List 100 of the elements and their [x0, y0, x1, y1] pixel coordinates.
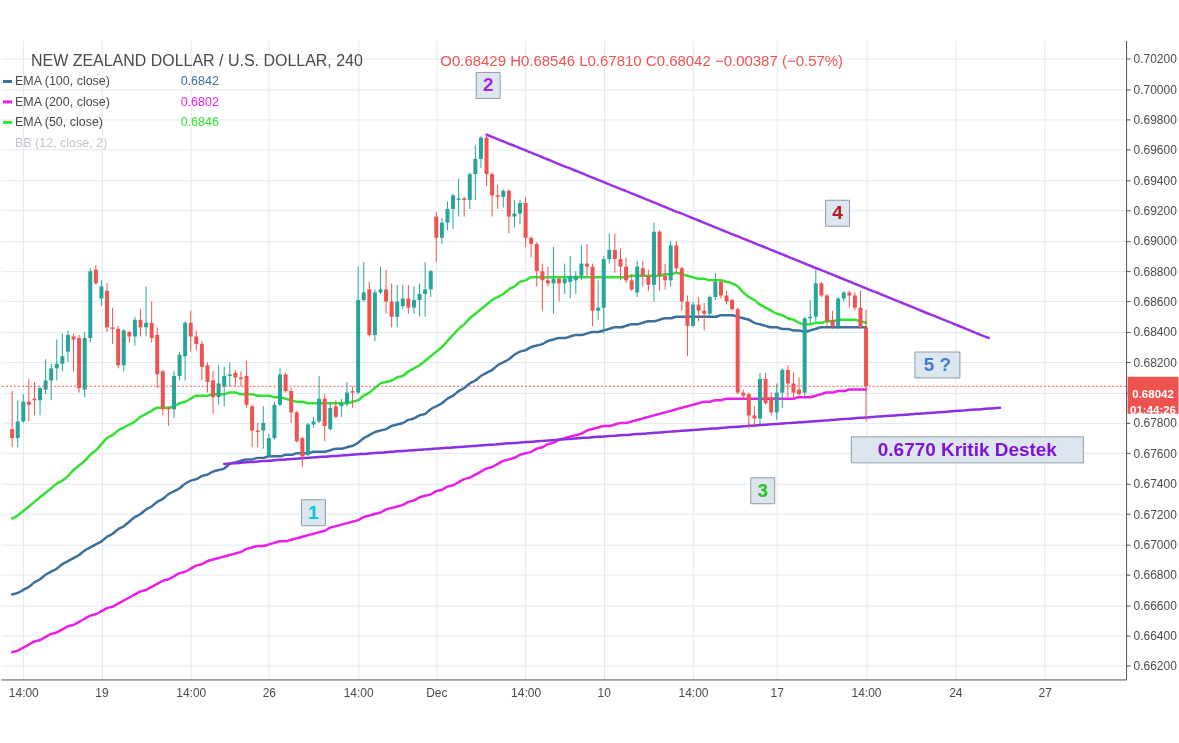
- candlestick: [378, 266, 383, 295]
- candlestick: [462, 196, 467, 218]
- candlestick: [512, 199, 517, 228]
- candlestick: [518, 199, 523, 225]
- ref-line-label: 0.68042 01:44:26: [1130, 388, 1177, 417]
- candlestick: [702, 302, 707, 331]
- candlestick: [545, 266, 550, 287]
- candlestick: [445, 200, 450, 231]
- candlestick: [674, 240, 679, 274]
- annotation: 1: [308, 501, 320, 523]
- candlestick: [529, 235, 534, 259]
- candlestick: [774, 383, 779, 421]
- y-tick-label: 0.68400: [1133, 325, 1178, 340]
- candlestick: [490, 172, 495, 218]
- candlestick: [478, 135, 483, 169]
- y-tick-label: 0.68800: [1133, 264, 1178, 279]
- candlestick: [188, 310, 193, 353]
- candlestick: [138, 308, 143, 337]
- y-tick-label: 0.69800: [1133, 112, 1178, 127]
- x-tick-label: 10: [597, 685, 612, 700]
- y-tick-label: 0.67400: [1133, 477, 1178, 492]
- candlestick: [584, 243, 589, 278]
- candlestick: [328, 402, 333, 432]
- candlestick: [49, 363, 54, 401]
- candlestick: [612, 232, 617, 274]
- y-tick-label: 0.70200: [1133, 52, 1178, 67]
- candlestick: [473, 144, 478, 201]
- candlestick: [579, 244, 584, 281]
- candlestick: [400, 284, 405, 310]
- x-tick-label: 27: [1038, 685, 1053, 700]
- candlestick: [640, 260, 645, 287]
- annotation: 0.6846: [180, 115, 219, 130]
- candlestick: [495, 184, 500, 210]
- x-tick-label: Dec: [426, 685, 448, 700]
- y-tick-label: 0.66800: [1133, 568, 1178, 583]
- annotation: 5 ?: [923, 353, 952, 375]
- annotation: 3: [757, 479, 768, 501]
- candlestick: [624, 257, 629, 284]
- candlestick: [10, 390, 15, 448]
- candlestick: [395, 284, 400, 328]
- candlestick: [618, 247, 623, 281]
- candlestick: [596, 279, 601, 321]
- candlestick: [696, 296, 701, 322]
- x-tick-label: 14:00: [176, 685, 207, 700]
- candlestick: [43, 358, 48, 395]
- annotation: 0.6802: [180, 94, 219, 109]
- y-tick-label: 0.67000: [1133, 537, 1178, 552]
- candlestick: [227, 361, 232, 388]
- candlestick: [15, 399, 20, 448]
- candlestick: [830, 310, 835, 330]
- y-tick-label: 0.67200: [1133, 507, 1178, 522]
- y-tick-label: 0.70000: [1133, 82, 1178, 97]
- text: NEW ZEALAND DOLLAR / U.S. DOLLAR, 240: [30, 52, 363, 70]
- y-tick-label: 0.69600: [1133, 143, 1178, 158]
- candlestick: [99, 279, 104, 307]
- candlestick: [317, 375, 322, 424]
- candlestick: [93, 264, 98, 286]
- line-series: [10, 388, 868, 654]
- candlestick: [434, 211, 439, 263]
- candlestick: [691, 301, 696, 328]
- y-tick-label: 0.66400: [1133, 628, 1178, 643]
- candlestick: [333, 399, 338, 419]
- candlestick: [423, 261, 428, 318]
- x-tick-label: 24: [949, 685, 963, 700]
- candlestick: [406, 284, 411, 315]
- candlestick: [60, 332, 65, 372]
- x-tick-label: 14:00: [343, 685, 374, 700]
- candlestick: [501, 188, 506, 208]
- candlestick: [345, 381, 349, 407]
- candlestick: [451, 193, 456, 230]
- y-tick-label: 0.69400: [1133, 173, 1178, 188]
- y-tick-label: 0.67600: [1133, 446, 1178, 461]
- y-tick-label: 0.69200: [1133, 204, 1178, 218]
- y-tick-label: 0.66600: [1133, 598, 1178, 613]
- candlestick: [752, 405, 757, 429]
- annotation: 2: [482, 74, 494, 96]
- x-tick-label: 14:00: [678, 685, 709, 700]
- candlestick: [266, 433, 271, 459]
- x-tick-label: 19: [95, 685, 109, 700]
- line-series: [485, 133, 991, 340]
- y-tick-label: 0.69000: [1133, 234, 1178, 249]
- candlestick: [607, 232, 612, 265]
- legend-label: EMA (100, close): [14, 74, 110, 89]
- x-tick-label: 17: [770, 685, 785, 700]
- candlestick: [361, 261, 366, 303]
- candlestick: [852, 291, 857, 312]
- candlestick: [389, 282, 394, 328]
- y-tick-label: 0.66200: [1133, 659, 1178, 674]
- candlestick: [718, 279, 723, 300]
- y-tick-label: 0.68600: [1133, 295, 1178, 310]
- annotation: BB (12, close, 2): [14, 135, 108, 150]
- candlestick: [439, 217, 444, 245]
- x-tick-label: 14:00: [511, 685, 542, 700]
- candlestick: [707, 294, 712, 318]
- x-tick-label: 14:00: [8, 685, 40, 700]
- text: O0.68429 H0.68546 L0.67810 C0.68042 −0.00387 (−0.57%): [440, 52, 844, 70]
- candlestick: [21, 393, 26, 424]
- annotation: 4: [832, 202, 844, 224]
- candlestick: [456, 178, 461, 218]
- x-tick-label: 26: [262, 685, 277, 700]
